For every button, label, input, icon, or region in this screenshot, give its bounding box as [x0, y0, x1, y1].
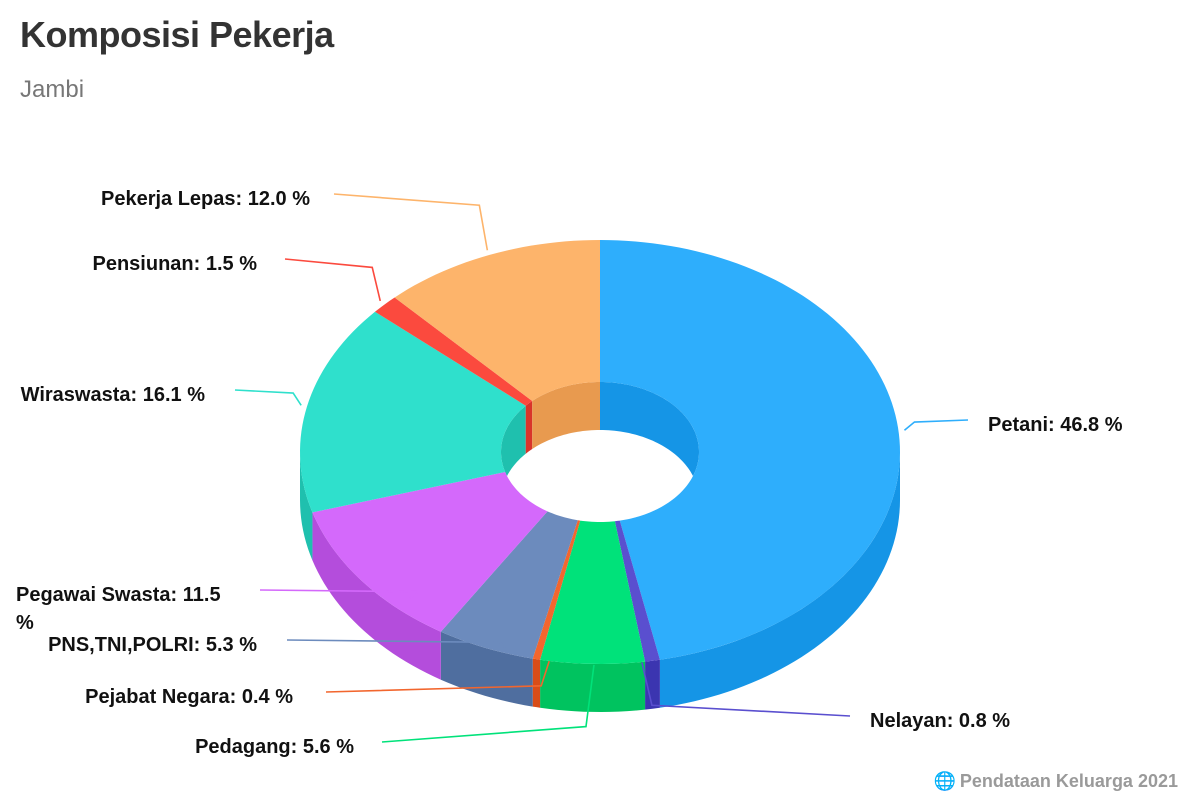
slice-side-petani [659, 452, 900, 708]
slice-side-pegawai-swasta [312, 512, 441, 680]
slice-wiraswasta[interactable] [300, 311, 526, 513]
slice-pns-tni-polri[interactable] [440, 511, 578, 659]
slice-pensiunan[interactable] [374, 297, 533, 406]
chart-subtitle: Jambi [20, 76, 85, 103]
data-label-pekerja-lepas: Pekerja Lepas: 12.0 % [101, 188, 310, 210]
leader-line-pns-tni-polri [286, 639, 509, 653]
source-credit: 🌐 Pendataan Keluarga 2021 [933, 771, 1178, 792]
leader-line-pensiunan [284, 258, 382, 302]
data-label-nelayan: Nelayan: 0.8 % [870, 710, 1010, 732]
slice-pekerja-lepas[interactable] [394, 240, 600, 401]
data-label-pegawai-swasta: Pegawai Swasta: 11.5% [16, 584, 221, 634]
slice-pedagang[interactable] [540, 520, 646, 664]
slice-inner-pensiunan [525, 400, 533, 454]
slice-inner-wiraswasta [501, 405, 526, 500]
leader-line-pejabat-negara [325, 660, 550, 693]
source-text: Pendataan Keluarga 2021 [959, 771, 1178, 791]
slice-labels: Petani: 46.8 % Nelayan: 0.8 % Pedagang: 5.… [16, 188, 1123, 758]
data-label-pejabat-negara: Pejabat Negara: 0.4 % [85, 686, 293, 708]
chart-title: Komposisi Pekerja [20, 14, 334, 55]
leader-line-petani [903, 419, 969, 431]
slice-nelayan[interactable] [614, 520, 660, 662]
data-label-pedagang: Pedagang: 5.6 % [195, 736, 354, 758]
slice-petani[interactable] [600, 240, 900, 660]
leader-line-pekerja-lepas [333, 193, 489, 251]
data-label-petani: Petani: 46.8 % [988, 414, 1123, 436]
slice-inner-petani [600, 382, 699, 500]
leader-line-pedagang [381, 664, 595, 743]
data-label-pns-tni-polri: PNS,TNI,POLRI: 5.3 % [48, 634, 257, 656]
slice-inner-pekerja-lepas [532, 382, 600, 449]
slice-side-nelayan [645, 659, 660, 710]
slice-side-pedagang [540, 659, 646, 712]
data-label-pensiunan: Pensiunan: 1.5 % [93, 253, 258, 275]
slice-side-pejabat-negara [532, 658, 541, 708]
data-label-wiraswasta: Wiraswasta: 16.1 % [21, 384, 206, 406]
leader-line-pegawai-swasta [259, 589, 422, 599]
globe-icon: 🌐 [933, 771, 956, 791]
leader-line-wiraswasta [234, 389, 302, 406]
slice-side-wiraswasta [300, 452, 313, 561]
leader-line-nelayan [641, 662, 851, 717]
donut-top [300, 240, 900, 664]
slice-pegawai-swasta[interactable] [312, 471, 548, 632]
slice-pejabat-negara[interactable] [532, 520, 581, 660]
